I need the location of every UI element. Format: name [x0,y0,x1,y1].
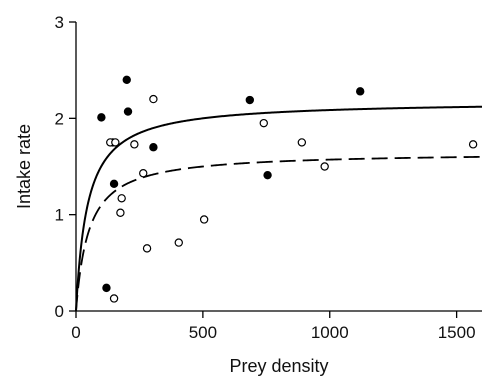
fitted-curve-dashed [75,155,483,312]
fitted-curve-solid [75,105,483,312]
data-point-filled [123,107,133,116]
x-axis-title: Prey density [229,356,328,376]
data-point-open [117,194,126,203]
x-tick-label: 1000 [311,323,349,342]
data-point-open [142,244,152,253]
data-point-open [320,162,329,171]
data-point-open [116,208,125,217]
x-tick-label: 0 [71,323,80,342]
data-point-filled [245,95,255,105]
data-point-open [149,94,158,104]
axes: 0 1 2 3 0 500 1000 1500 [55,13,482,342]
y-tick-label: 0 [55,302,64,321]
data-point-open [468,140,478,149]
fitted-curves [75,105,483,312]
y-tick-label: 3 [55,13,64,32]
data-point-open [199,215,209,224]
data-point-filled [122,75,131,85]
data-point-open [259,118,268,128]
data-point-filled [149,143,158,152]
data-point-open [297,138,307,147]
x-tick-label: 500 [189,323,217,342]
data-point-open [174,238,183,247]
data-point-open [109,294,119,303]
data-point-filled [109,179,119,189]
y-tick-label: 2 [55,109,64,128]
data-point-filled [263,170,272,180]
x-tick-label: 1500 [438,323,476,342]
data-point-filled [102,283,111,293]
data-point-open [130,140,139,149]
data-point-open [139,169,148,178]
data-point-filled [97,113,106,122]
y-tick-label: 1 [55,206,64,225]
data-point-open [111,138,120,147]
data-points [97,75,478,303]
y-axis-title: Intake rate [14,124,34,209]
data-point-filled [356,87,365,96]
